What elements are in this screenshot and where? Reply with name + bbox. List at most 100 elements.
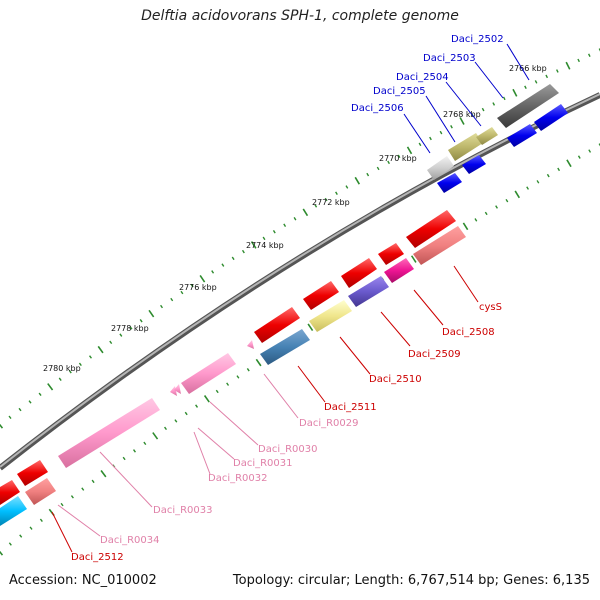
gene-arrow-pink-small <box>247 340 254 349</box>
accession-text: Accession: NC_010002 <box>9 573 157 588</box>
gene-label: Daci_R0030 <box>258 444 318 455</box>
tick-mark <box>109 340 113 345</box>
gene-arrow-pink-2 <box>58 398 160 468</box>
gene-arrow-red-7 <box>0 480 20 505</box>
tick-mark <box>68 370 72 374</box>
tick-mark <box>170 297 174 302</box>
tick-mark <box>199 274 206 283</box>
tick-mark <box>387 160 390 165</box>
tick-mark <box>546 173 550 178</box>
tick-mark <box>397 154 401 159</box>
tick-mark <box>526 186 530 190</box>
tick-mark <box>587 53 591 57</box>
tick-mark <box>272 230 276 234</box>
tick-mark <box>180 290 184 295</box>
tick-mark <box>302 208 309 217</box>
gene-arrow-magenta <box>384 258 414 283</box>
tick-mark <box>588 149 592 153</box>
tick-mark <box>19 534 23 538</box>
callout-lines <box>51 43 530 553</box>
tick-mark <box>577 58 580 63</box>
tick-mark <box>255 358 262 367</box>
tick-mark <box>345 185 349 189</box>
tick-mark <box>439 130 443 135</box>
tick-label: 2776 kbp <box>179 283 217 292</box>
tick-mark <box>129 326 133 330</box>
tick-mark <box>0 550 4 556</box>
gene-label: Daci_2506 <box>351 103 404 114</box>
tick-mark <box>502 96 506 101</box>
genome-backbone <box>0 92 600 471</box>
tick-mark <box>132 449 136 453</box>
tick-mark <box>184 411 188 416</box>
tick-mark <box>314 204 318 208</box>
gene-label: cysS <box>479 302 502 313</box>
tick-mark <box>190 283 194 288</box>
tick-mark <box>335 191 338 195</box>
gene-arrow-purple <box>348 276 389 307</box>
gene-arrow-khaki-b <box>476 127 498 145</box>
tick-mark <box>28 400 32 404</box>
tick-mark <box>0 423 4 429</box>
gene-label: Daci_2511 <box>324 402 377 413</box>
tick-mark <box>88 355 92 359</box>
tick-mark <box>91 479 95 484</box>
tick-mark <box>39 518 43 522</box>
tick-mark <box>8 415 12 419</box>
map-title: Delftia acidovorans SPH-1, complete geno… <box>141 8 459 24</box>
tick-mark <box>81 487 85 491</box>
gene-label: Daci_2509 <box>408 349 461 360</box>
tick-label: 2774 kbp <box>246 241 284 250</box>
gene-arrow-blue-2 <box>507 124 537 147</box>
tick-mark <box>429 136 432 141</box>
tick-mark <box>410 255 417 263</box>
gene-arrow-cyan <box>0 496 27 526</box>
tick-mark <box>324 197 328 202</box>
tick-mark <box>97 345 104 354</box>
tick-mark <box>283 223 287 227</box>
genome-summary-text: Topology: circular; Length: 6,767,514 bp… <box>232 573 590 588</box>
tick-mark <box>221 263 225 267</box>
tick-mark <box>211 270 215 274</box>
tick-label: 2772 kbp <box>312 198 350 207</box>
gene-arrow-red-3 <box>341 258 377 288</box>
gene-label: Daci_R0033 <box>153 505 213 516</box>
tick-mark <box>152 432 159 440</box>
tick-mark <box>536 180 540 184</box>
gene-arrow-lightgray <box>427 156 454 180</box>
tick-mark <box>418 142 422 147</box>
tick-mark <box>354 176 361 185</box>
tick-mark <box>484 211 488 216</box>
gene-arrow-red-6 <box>17 460 48 486</box>
tick-mark <box>241 249 245 254</box>
tick-mark <box>38 392 42 397</box>
gene-arrow-red-4 <box>303 281 339 310</box>
gene-arrow-salmon-2 <box>25 478 56 505</box>
gene-arrow-pink-tiny-b <box>174 384 181 394</box>
gene-label: Daci_R0029 <box>299 418 359 429</box>
gene-label: Daci_2508 <box>442 327 495 338</box>
gene-arrow-yellow <box>309 300 352 332</box>
gene-arrow-blue-4 <box>437 173 462 193</box>
tick-mark <box>545 74 549 79</box>
tick-mark <box>119 333 123 337</box>
gene-label: Daci_R0032 <box>208 473 268 484</box>
tick-mark <box>122 456 126 461</box>
tick-mark <box>18 407 22 412</box>
tick-mark <box>598 143 600 147</box>
tick-mark <box>474 218 478 222</box>
tick-mark <box>148 309 155 318</box>
tick-mark <box>307 323 314 332</box>
tick-mark <box>524 85 527 90</box>
tick-mark <box>160 304 164 309</box>
tick-mark <box>164 426 168 431</box>
tick-mark <box>505 198 509 203</box>
tick-mark <box>577 155 581 159</box>
tick-mark <box>495 205 498 209</box>
gene-arrow-blue-1 <box>534 104 568 131</box>
outer-tick-ring <box>0 48 600 429</box>
gene-arrow-red-5 <box>254 307 300 343</box>
genome-backbone-highlight <box>0 93 600 468</box>
tick-mark <box>565 61 571 70</box>
tick-mark <box>492 102 496 106</box>
